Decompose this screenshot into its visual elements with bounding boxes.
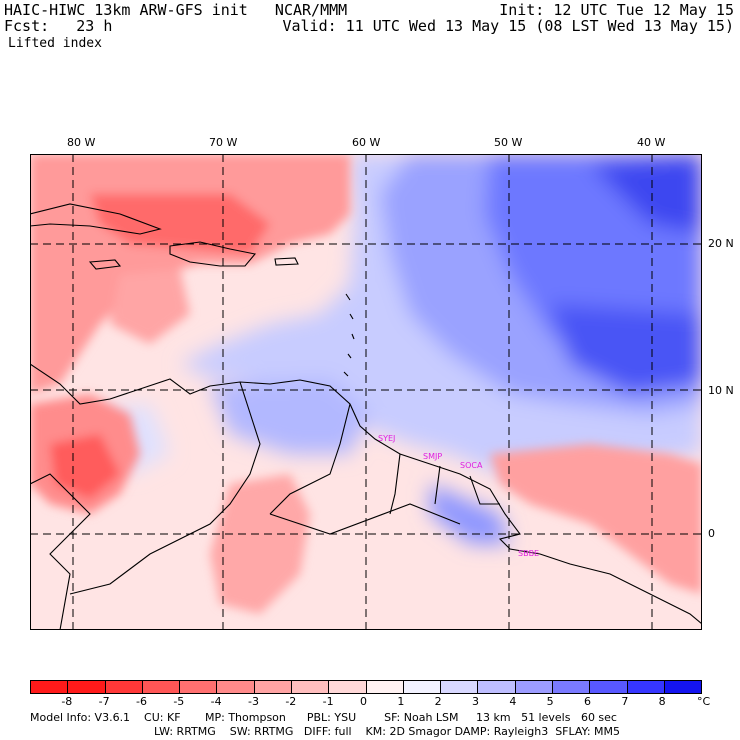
- lat-label-10n: 10 N: [708, 384, 734, 397]
- station-sbbe: SBBE: [518, 549, 539, 558]
- forecast-hour: Fcst: 23 h: [4, 17, 113, 35]
- station-syej: SYEJ: [378, 434, 395, 443]
- model-info-line2: LW: RRTMG SW: RRTMG DIFF: full KM: 2D Sm…: [154, 725, 620, 738]
- map-svg: SYEJ SMJP SOCA SBBE: [30, 154, 702, 630]
- colorbar-tick-label: 6: [584, 695, 591, 708]
- lon-label-70w: 70 W: [209, 136, 238, 149]
- colorbar-tick-label: 8: [658, 695, 666, 708]
- stable-region: [70, 154, 702, 544]
- colorbar-tick-label: -6: [136, 695, 147, 708]
- colorbar-tick-label: 5: [546, 695, 554, 708]
- valid-time: Valid: 11 UTC Wed 13 May 15 (08 LST Wed …: [282, 17, 734, 35]
- colorbar-tick-label: -1: [322, 695, 334, 708]
- colorbar-bin: [366, 681, 404, 693]
- station-labels: SYEJ SMJP SOCA SBBE: [378, 434, 539, 558]
- colorbar-tick-label: -4: [210, 695, 222, 708]
- colorbar-tick-label: -3: [248, 695, 259, 708]
- lon-label-60w: 60 W: [352, 136, 381, 149]
- model-title: HAIC-HIWC 13km ARW-GFS init NCAR/MMM: [4, 1, 348, 19]
- init-time: Init: 12 UTC Tue 12 May 15: [499, 1, 734, 19]
- colorbar-unit: °C: [697, 695, 711, 708]
- colorbar-tick-label: -5: [173, 695, 185, 708]
- colorbar-bin: [329, 681, 367, 693]
- coastlines: [30, 203, 702, 630]
- lat-lon-grid: [30, 154, 702, 630]
- colorbar-bin: [254, 681, 292, 693]
- lon-label-40w: 40 W: [637, 136, 666, 149]
- colorbar: [30, 680, 702, 694]
- colorbar-bin: [291, 681, 330, 693]
- station-soca: SOCA: [460, 461, 483, 470]
- model-info-line1: Model Info: V3.6.1 CU: KF MP: Thompson P…: [30, 711, 617, 724]
- field-name: Lifted index: [8, 36, 102, 51]
- lat-label-20n: 20 N: [708, 237, 734, 250]
- colorbar-bin: [590, 681, 628, 693]
- colorbar-bin: [142, 681, 181, 693]
- colorbar-bin: [217, 681, 255, 693]
- colorbar-tick-label: 2: [434, 695, 442, 708]
- colorbar-tick-label: 1: [397, 695, 405, 708]
- colorbar-tick-label: -8: [61, 695, 73, 708]
- colorbar-bin: [31, 681, 69, 693]
- colorbar-bin: [180, 681, 218, 693]
- colorbar-bin: [552, 681, 591, 693]
- lifted-index-map: SYEJ SMJP SOCA SBBE: [30, 154, 702, 630]
- colorbar-bin: [105, 681, 143, 693]
- colorbar-tick-label: 4: [509, 695, 517, 708]
- colorbar-tick-label: 3: [472, 695, 479, 708]
- lon-label-80w: 80 W: [67, 136, 96, 149]
- unstable-region: [30, 154, 702, 614]
- colorbar-labels: -8 -7 -6 -5 -4 -3 -2 -1 0 1 2 3 4 5 6 7 8: [30, 695, 702, 709]
- colorbar-bin: [68, 681, 106, 693]
- colorbar-bin: [664, 681, 702, 693]
- map-border: [30, 154, 702, 630]
- colorbar-tick-label: 7: [621, 695, 629, 708]
- colorbar-bin: [441, 681, 479, 693]
- colorbar-bin: [627, 681, 665, 693]
- station-smjp: SMJP: [423, 452, 442, 461]
- lat-label-0: 0: [708, 527, 715, 540]
- colorbar-bin: [515, 681, 553, 693]
- colorbar-tick-label: 0: [360, 695, 367, 708]
- lon-label-50w: 50 W: [494, 136, 523, 149]
- colorbar-tick-label: -7: [98, 695, 110, 708]
- colorbar-bin: [403, 681, 442, 693]
- colorbar-bin: [478, 681, 516, 693]
- colorbar-tick-label: -2: [285, 695, 297, 708]
